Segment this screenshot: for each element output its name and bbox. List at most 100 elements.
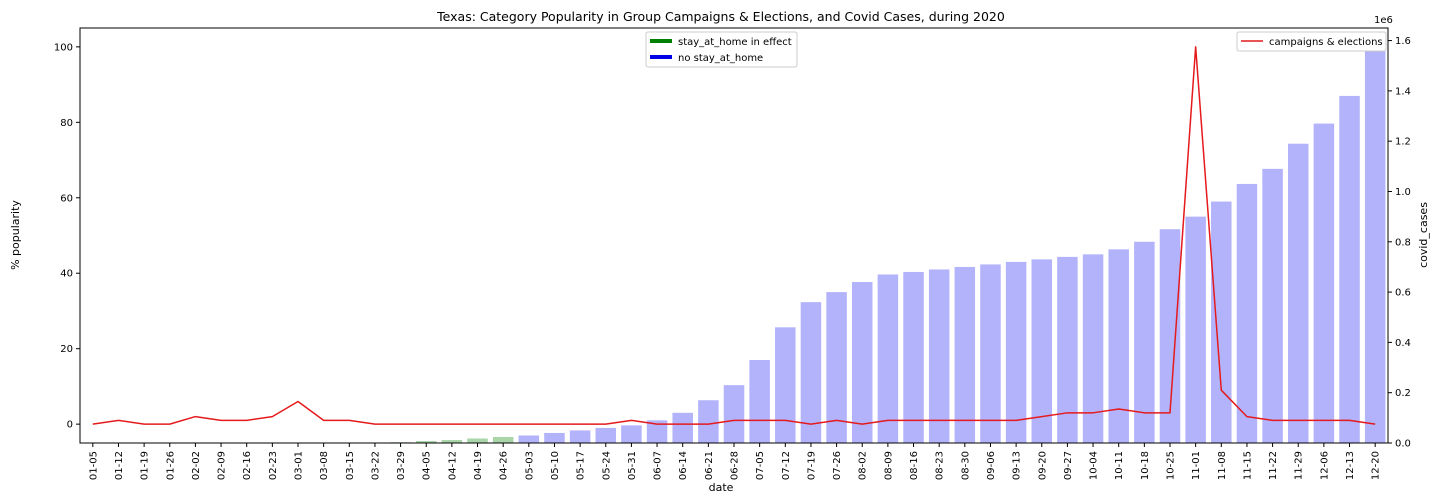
x-tick-label-05-03: 05-03	[524, 451, 535, 480]
x-tick-label-01-19: 01-19	[140, 451, 151, 480]
y-tick-label-0: 0	[67, 420, 73, 431]
bar-10-04	[1082, 254, 1104, 443]
x-tick-label-11-22: 11-22	[1268, 451, 1279, 480]
y-axis-left: 0 20 40 60 80 100	[54, 42, 80, 431]
y-tick-label-20: 20	[60, 344, 73, 355]
y2-tick-label-0.8: 0.8	[1395, 237, 1411, 248]
bar-12-20	[1364, 43, 1386, 443]
x-tick-label-03-15: 03-15	[345, 451, 356, 480]
bar-04-05	[415, 440, 437, 443]
bar-10-18	[1134, 241, 1155, 443]
x-tick-label-02-23: 02-23	[268, 451, 279, 480]
y2-tick-label-1.2: 1.2	[1395, 137, 1411, 148]
legend-stay-at-home: stay_at_home in effect no stay_at_home	[645, 31, 798, 68]
bar-07-05	[749, 360, 770, 443]
x-tick-label-03-22: 03-22	[370, 451, 381, 480]
x-tick-label-07-26: 07-26	[832, 451, 843, 480]
x-tick-label-12-13: 12-13	[1345, 451, 1356, 480]
bar-09-13	[1005, 261, 1027, 443]
bar-05-03	[518, 435, 540, 443]
bar-11-08	[1211, 201, 1232, 443]
x-tick-label-06-14: 06-14	[678, 451, 689, 480]
bar-08-16	[903, 271, 924, 443]
y2-tick-label-1.4: 1.4	[1395, 86, 1411, 97]
x-tick-label-02-16: 02-16	[242, 451, 253, 480]
y-tick-label-100: 100	[54, 42, 73, 53]
x-tick-label-09-06: 09-06	[986, 451, 997, 480]
x-tick-label-06-21: 06-21	[704, 451, 715, 480]
bar-04-12	[441, 439, 463, 443]
y2-tick-label-1.0: 1.0	[1395, 187, 1411, 198]
x-tick-label-04-12: 04-12	[447, 451, 458, 480]
x-tick-label-11-08: 11-08	[1217, 451, 1228, 480]
x-tick-label-10-04: 10-04	[1089, 451, 1100, 480]
x-tick-label-08-23: 08-23	[935, 451, 946, 480]
bar-11-29	[1287, 143, 1309, 444]
x-tick-label-01-26: 01-26	[165, 451, 176, 480]
line-campaigns-elections	[92, 46, 1376, 425]
x-tick-label-06-07: 06-07	[653, 451, 664, 480]
x-tick-label-08-02: 08-02	[858, 451, 869, 480]
legend-campaigns: campaigns & elections	[1236, 31, 1387, 52]
legend-label-no-stay-at-home: no stay_at_home	[678, 53, 763, 64]
bar-11-15	[1236, 183, 1258, 443]
x-tick-label-09-20: 09-20	[1037, 451, 1048, 480]
x-tick-label-01-05: 01-05	[88, 451, 99, 480]
y2-axis-label: covid_cases	[1417, 202, 1430, 268]
x-tick-label-09-27: 09-27	[1063, 451, 1074, 480]
bar-04-26	[492, 436, 514, 443]
bar-07-26	[826, 292, 847, 443]
bar-05-10	[544, 432, 565, 443]
x-tick-label-12-20: 12-20	[1371, 451, 1382, 480]
x-tick-label-11-15: 11-15	[1242, 451, 1253, 480]
legend-label-stay-at-home: stay_at_home in effect	[678, 37, 792, 48]
x-tick-label-08-09: 08-09	[883, 451, 894, 480]
x-axis-label: date	[709, 481, 734, 494]
bar-08-30	[954, 266, 976, 443]
x-tick-label-04-19: 04-19	[473, 451, 484, 480]
x-tick-label-02-02: 02-02	[191, 451, 202, 480]
x-tick-label-10-11: 10-11	[1114, 451, 1125, 480]
x-tick-label-07-05: 07-05	[755, 451, 766, 480]
bar-12-13	[1339, 95, 1360, 443]
y2-tick-label-0.4: 0.4	[1395, 338, 1411, 349]
bar-09-27	[1057, 256, 1078, 443]
x-tick-label-04-26: 04-26	[499, 451, 510, 480]
bar-11-22	[1262, 168, 1283, 443]
x-tick-label-12-06: 12-06	[1319, 451, 1330, 480]
x-tick-label-07-12: 07-12	[781, 451, 792, 480]
y2-tick-label-0.0: 0.0	[1395, 439, 1411, 450]
y-tick-label-60: 60	[60, 193, 73, 204]
y2-offset-label: 1e6	[1374, 15, 1393, 26]
bar-05-24	[595, 427, 617, 443]
bar-08-02	[851, 282, 873, 443]
chart-title: Texas: Category Popularity in Group Camp…	[436, 9, 1005, 24]
x-tick-label-11-01: 11-01	[1191, 451, 1202, 480]
x-tick-label-03-29: 03-29	[396, 451, 407, 480]
y-axis-label: % popularity	[9, 200, 22, 270]
x-axis: 01-05 01-12 01-19 01-26 02-02 02-09 02-16 02-23…	[88, 443, 1382, 480]
bar-06-21	[698, 400, 719, 443]
bar-06-28	[723, 385, 745, 443]
bar-06-14	[672, 412, 693, 443]
x-tick-label-05-17: 05-17	[576, 451, 587, 480]
x-tick-label-03-01: 03-01	[294, 451, 305, 480]
bar-07-19	[800, 302, 822, 443]
y-tick-label-80: 80	[60, 118, 73, 129]
bar-09-06	[980, 264, 1001, 443]
bar-10-25	[1159, 229, 1181, 443]
x-tick-label-03-08: 03-08	[319, 451, 330, 480]
y2-tick-label-0.2: 0.2	[1395, 388, 1411, 399]
y2-tick-label-0.6: 0.6	[1395, 288, 1411, 299]
bar-08-23	[928, 269, 950, 443]
x-tick-label-05-24: 05-24	[601, 451, 612, 480]
x-tick-label-05-10: 05-10	[550, 451, 561, 480]
y-axis-right: 0.0 0.2 0.4 0.6 0.8 1.0 1.2 1.4 1.6	[1388, 36, 1411, 450]
bars-group	[364, 43, 1386, 444]
x-tick-label-08-16: 08-16	[909, 451, 920, 480]
y-tick-label-40: 40	[60, 269, 73, 280]
bar-04-19	[467, 438, 488, 443]
x-tick-label-09-13: 09-13	[1012, 451, 1023, 480]
x-tick-label-04-05: 04-05	[422, 451, 433, 480]
